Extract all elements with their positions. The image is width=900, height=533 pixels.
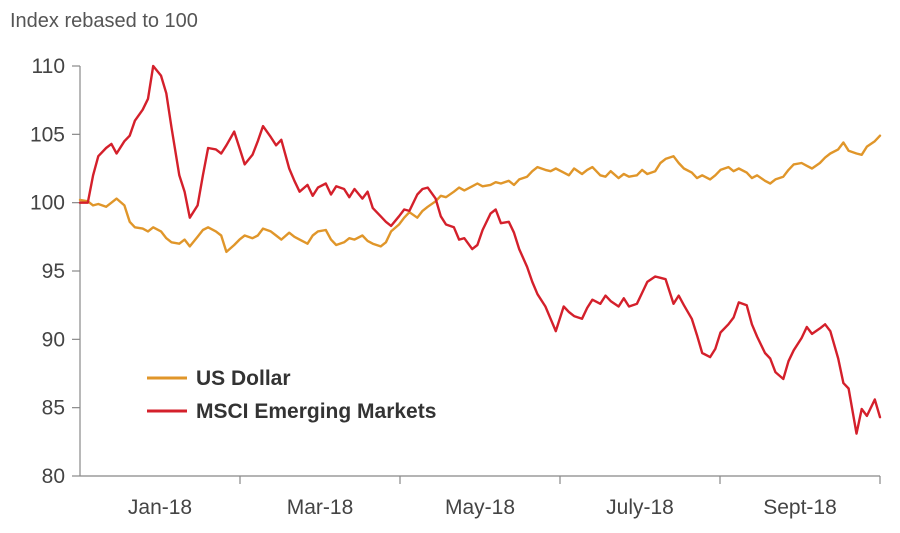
y-axis-label: Index rebased to 100 xyxy=(10,10,198,32)
x-tick-label: Mar-18 xyxy=(287,496,354,519)
y-tick-label: 90 xyxy=(42,328,65,351)
x-tick-label: May-18 xyxy=(445,496,515,519)
y-tick-label: 95 xyxy=(42,260,65,283)
legend-label-us-dollar: US Dollar xyxy=(196,367,291,390)
y-tick-label: 80 xyxy=(42,465,65,488)
y-tick-label: 105 xyxy=(30,123,65,146)
y-tick-label: 110 xyxy=(32,55,65,78)
x-tick-label: Sept-18 xyxy=(763,496,837,519)
legend-label-msci-emerging-markets: MSCI Emerging Markets xyxy=(196,400,436,423)
x-tick-label: Jan-18 xyxy=(128,496,192,519)
y-tick-label: 100 xyxy=(30,192,65,215)
axes xyxy=(72,65,881,484)
y-tick-labels: 80 85 90 95 100 105 110 xyxy=(30,55,65,488)
x-tick-labels: Jan-18 Mar-18 May-18 July-18 Sept-18 xyxy=(128,496,837,519)
y-tick-label: 85 xyxy=(42,397,65,420)
series-lines xyxy=(78,64,882,435)
series-line-msci-emerging-markets xyxy=(78,64,882,435)
legend: US Dollar MSCI Emerging Markets xyxy=(147,367,436,423)
x-tick-label: July-18 xyxy=(606,496,674,519)
series-line-us-dollar xyxy=(78,134,882,254)
